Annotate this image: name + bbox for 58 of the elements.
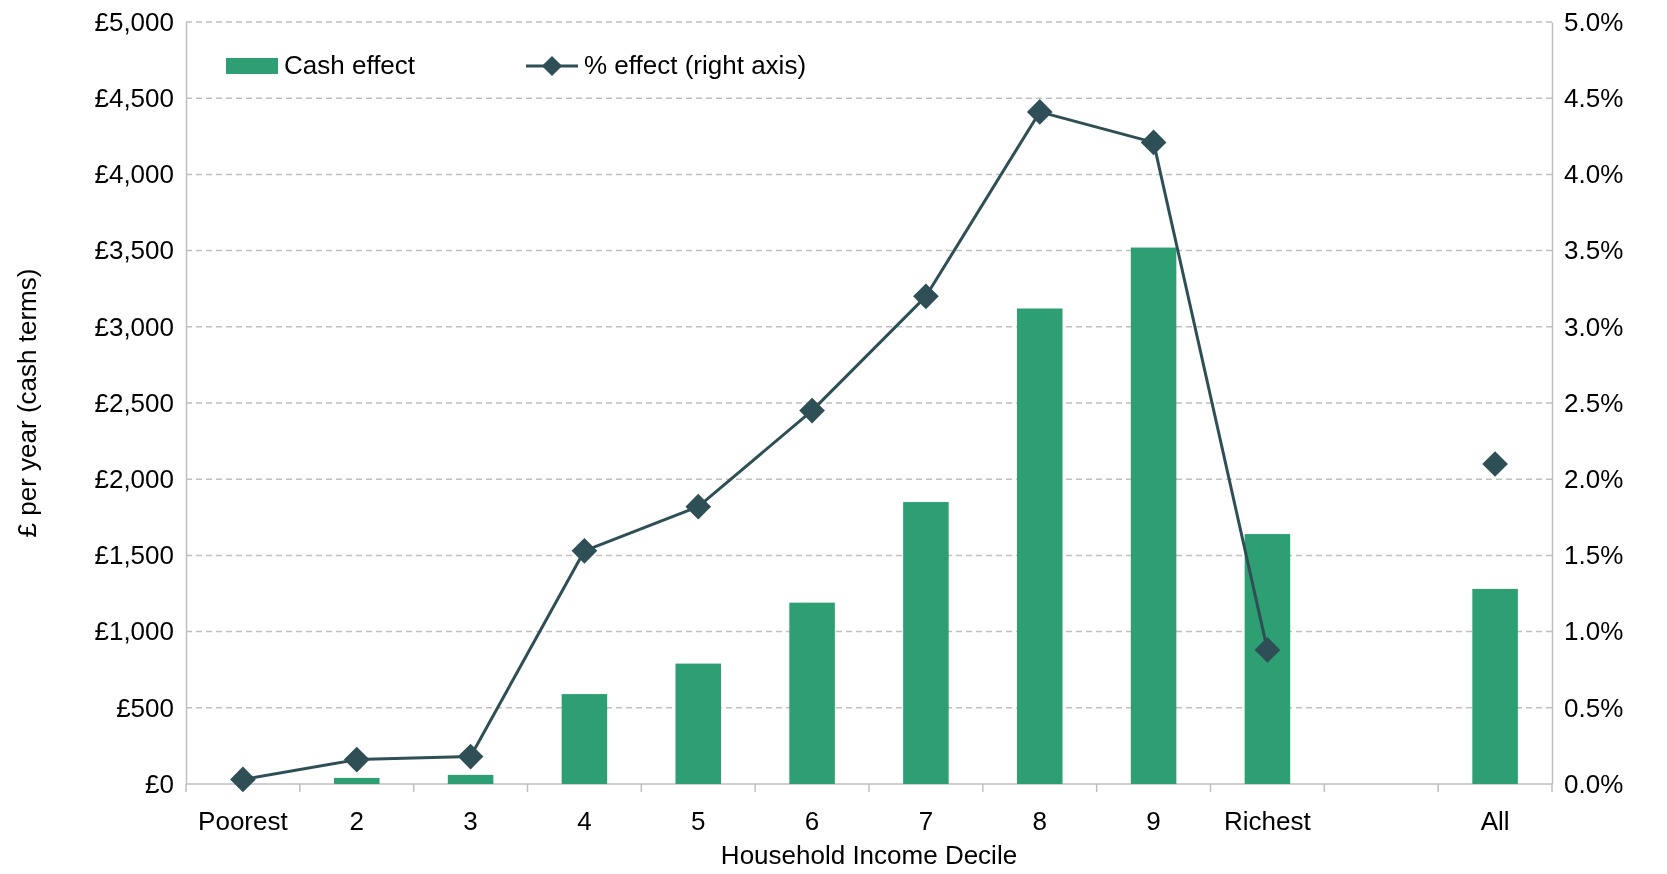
point — [230, 766, 256, 793]
y-tick-label: £4,500 — [94, 83, 174, 114]
y2-tick-label: 2.5% — [1564, 387, 1624, 418]
y2-tick-label: 4.5% — [1564, 83, 1624, 114]
point — [799, 397, 825, 424]
y-tick-label: £1,000 — [94, 616, 174, 647]
y-tick-label: £1,500 — [94, 540, 174, 571]
bar — [903, 502, 949, 784]
bar — [561, 694, 608, 784]
y-tick-label: £2,500 — [94, 387, 174, 418]
legend-label: % effect (right axis) — [584, 50, 807, 80]
x-tick-label: 8 — [1032, 806, 1047, 836]
y2-tick-label: 5.0% — [1564, 6, 1624, 37]
x-tick-label: All — [1480, 806, 1510, 836]
point — [1254, 637, 1281, 663]
y-tick-label: £3,000 — [94, 311, 174, 342]
x-tick-label: 6 — [804, 806, 820, 836]
point — [913, 283, 939, 310]
y-axis-title: £ per year (cash terms) — [12, 268, 42, 538]
y-tick-label: £2,000 — [94, 464, 174, 495]
x-tick-label: 3 — [463, 806, 478, 836]
x-tick-label: 4 — [577, 806, 592, 836]
point — [685, 493, 712, 520]
bar — [447, 774, 494, 784]
y2-tick-label: 1.0% — [1564, 616, 1624, 647]
y-tick-label: £0 — [145, 768, 174, 799]
bar — [1244, 534, 1291, 784]
point — [457, 743, 484, 770]
point — [1026, 99, 1053, 125]
y2-tick-label: 4.0% — [1564, 159, 1624, 190]
x-tick-label: 5 — [691, 806, 706, 836]
bar — [1016, 308, 1063, 784]
y2-tick-label: 3.5% — [1564, 235, 1624, 266]
point — [571, 537, 598, 564]
y2-tick-label: 2.0% — [1564, 464, 1624, 495]
point — [343, 746, 370, 773]
x-tick-label: Richest — [1224, 806, 1312, 836]
x-tick-label: 2 — [349, 806, 364, 836]
point — [1482, 451, 1508, 477]
y2-tick-label: 0.0% — [1564, 768, 1624, 799]
bar — [333, 777, 380, 784]
bar — [1130, 247, 1177, 784]
y2-tick-label: 3.0% — [1564, 311, 1624, 342]
y-tick-label: £3,500 — [94, 235, 174, 266]
y2-tick-label: 1.5% — [1564, 540, 1624, 571]
y-tick-label: £4,000 — [94, 159, 174, 190]
y-tick-label: £500 — [116, 692, 174, 723]
x-tick-label: 9 — [1146, 806, 1161, 836]
bar — [1472, 588, 1518, 784]
x-axis-title: Household Income Decile — [720, 840, 1018, 870]
legend-label: Cash effect — [284, 50, 416, 80]
y2-tick-label: 0.5% — [1564, 692, 1624, 723]
x-tick-label: Poorest — [198, 806, 289, 836]
point — [1140, 129, 1167, 156]
y-tick-label: £5,000 — [94, 6, 174, 37]
x-tick-label: 7 — [918, 806, 934, 836]
bar — [675, 663, 722, 784]
bar — [789, 602, 835, 784]
